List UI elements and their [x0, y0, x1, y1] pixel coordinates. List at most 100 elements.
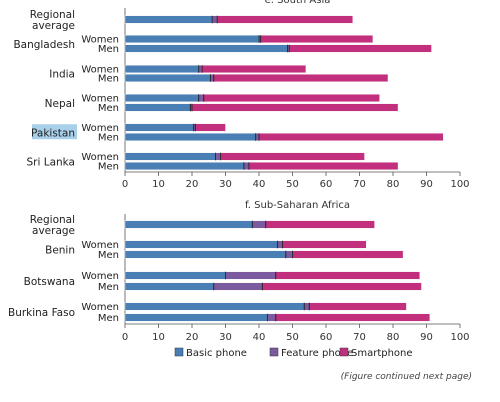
panel-2-bar-smart	[275, 313, 431, 322]
panel-1-bar-basic	[124, 65, 199, 73]
panel-1-x-tick-label: 100	[450, 179, 469, 190]
panel-1-row-label: Women	[81, 152, 119, 163]
panel-2-bar-basic	[124, 282, 214, 291]
panel-1-row-label: Women	[81, 94, 119, 105]
panel-2-x-tick-label: 0	[122, 332, 128, 343]
panel-1-bar-basic	[124, 103, 191, 112]
panel-1-country-label: Nepal	[45, 98, 75, 110]
panel-2-bar-feature	[285, 250, 293, 259]
panel-2-title: f. Sub-Saharan Africa	[245, 200, 350, 211]
panel-1-bar-smart	[258, 133, 444, 141]
legend-label-smart: Smartphone	[351, 348, 413, 359]
legend-swatch-feature	[269, 347, 279, 357]
panel-2-x-tick-label: 90	[420, 332, 433, 343]
panel-2-bar-smart	[309, 302, 407, 311]
panel-1-bar-feature	[243, 162, 250, 170]
panel-1-row-label: Women	[81, 123, 119, 134]
legend-swatch-basic	[174, 347, 184, 357]
panel-1-bar-feature	[211, 15, 218, 24]
panel-2-bar-basic	[124, 313, 268, 322]
panel-2-bar-feature	[213, 282, 263, 291]
panel-1-bar-smart	[216, 15, 354, 24]
panel-2-x-tick-label: 30	[219, 332, 232, 343]
panel-1-x-tick-label: 20	[186, 179, 199, 190]
panel-1-x-tick-label: 70	[353, 179, 366, 190]
panel-2-bar-smart	[262, 282, 422, 291]
panel-2-bar-smart	[282, 240, 367, 249]
panel-1-bar-feature	[255, 133, 260, 141]
panel-1-bar-smart	[213, 74, 389, 82]
panel-2-country-label: Benin	[45, 245, 75, 257]
panel-1-bar-basic	[124, 152, 216, 161]
panel-2-bar-smart	[292, 250, 404, 259]
panel-2-country-label: Botswana	[24, 276, 75, 288]
panel-2-x-tick-label: 20	[186, 332, 199, 343]
panel-2-x-tick-label: 50	[286, 332, 299, 343]
panel-2-row-label: Men	[98, 313, 119, 324]
panel-1-bar-basic	[124, 44, 288, 53]
panel-1-bar-smart	[195, 123, 226, 132]
panel-1-row-label: Women	[81, 65, 119, 76]
panel-2-bar-smart	[265, 220, 375, 229]
panel-2-x-tick-label: 10	[152, 332, 165, 343]
panel-1-bar-smart	[260, 35, 374, 43]
legend-label-basic: Basic phone	[186, 348, 247, 359]
panel-2-x-tick-label: 40	[253, 332, 266, 343]
panel-1-bar-feature	[215, 152, 221, 161]
panel-1-bar-smart	[201, 65, 307, 73]
panel-1-x-tick-label: 30	[219, 179, 232, 190]
panel-1-row-label: Men	[98, 103, 119, 114]
panel-1-bar-basic	[124, 35, 260, 43]
panel-1-bar-basic	[124, 123, 194, 132]
panel-1-bar-basic	[124, 94, 199, 102]
panel-2-bar-basic	[124, 250, 287, 259]
panel-1-bar-feature	[198, 94, 204, 102]
legend-label-feature: Feature phone	[281, 348, 353, 359]
panel-1-x-tick-label: 80	[387, 179, 400, 190]
panel-1-bar-basic	[124, 15, 213, 24]
panel-2-x-tick-label: 60	[320, 332, 333, 343]
panel-1-row-label: Men	[98, 74, 119, 85]
panel-1-row-label: Men	[98, 133, 119, 144]
panel-1-row-label: Men	[98, 44, 119, 55]
panel-2-row-label: Women	[81, 302, 119, 313]
footnote: (Figure continued next page)	[340, 372, 472, 382]
panel-1-country-label: Sri Lanka	[26, 156, 75, 168]
panel-1-bar-basic	[124, 162, 245, 170]
panel-1-x-tick-label: 40	[253, 179, 266, 190]
panel-2-row-label: Men	[98, 282, 119, 293]
panel-2-bar-smart	[275, 271, 421, 280]
panel-1-bar-basic	[124, 133, 256, 141]
panel-2-x-tick-label: 80	[387, 332, 400, 343]
panel-1-country-label: India	[49, 69, 75, 81]
panel-1-title: e. South Asia	[265, 0, 331, 6]
panel-1-country-highlight	[32, 124, 77, 140]
panel-2-x-tick-label: 100	[450, 332, 469, 343]
panel-1-bar-smart	[220, 152, 365, 161]
panel-1-row-label: Women	[81, 35, 119, 46]
panel-2-bar-feature	[225, 271, 276, 280]
panel-2-row-label: Men	[98, 250, 119, 261]
panel-1-bar-smart	[203, 94, 380, 102]
panel-2-country-label: Regional	[30, 214, 75, 226]
panel-1-country-label: Pakistan	[31, 127, 75, 139]
legend-swatch-smart	[339, 347, 349, 357]
panel-2-bar-feature	[277, 240, 283, 249]
panel-2-country-label: Burkina Faso	[8, 307, 75, 319]
panel-2-bar-basic	[124, 220, 253, 229]
panel-1-x-tick-label: 10	[152, 179, 165, 190]
panel-1-bar-smart	[248, 162, 399, 170]
panel-2-bar-basic	[124, 302, 305, 311]
panel-2-row-label: Women	[81, 271, 119, 282]
panel-1-x-tick-label: 90	[420, 179, 433, 190]
panel-1-x-tick-label: 50	[286, 179, 299, 190]
panel-2-bar-feature	[267, 313, 276, 322]
panel-2-bar-feature	[252, 220, 266, 229]
panel-1-bar-smart	[288, 44, 432, 53]
panel-2-bar-basic	[124, 271, 226, 280]
panel-1-x-tick-label: 60	[320, 179, 333, 190]
panel-2-bar-basic	[124, 240, 278, 249]
panel-1-bar-feature	[198, 65, 203, 73]
panel-2-country-label: average	[32, 225, 75, 237]
